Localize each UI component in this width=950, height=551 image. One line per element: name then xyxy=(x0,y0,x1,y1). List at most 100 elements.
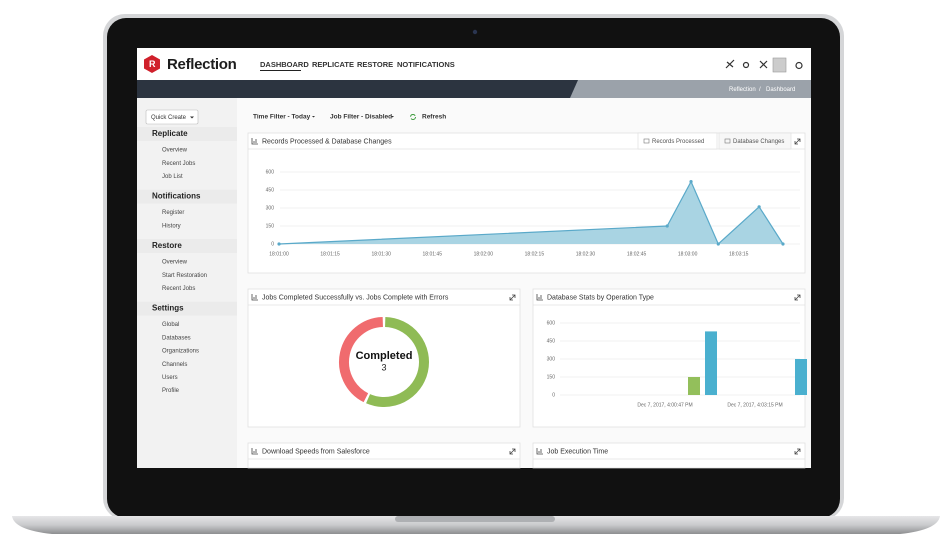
x-tick-label: 18:03:00 xyxy=(678,251,698,257)
expand-icon[interactable] xyxy=(509,294,516,301)
point xyxy=(716,242,720,246)
menu-item[interactable]: Recent Jobs xyxy=(162,286,195,292)
caret xyxy=(190,116,194,119)
panel-icon xyxy=(536,294,543,301)
x-tick-label: 18:02:15 xyxy=(525,251,545,257)
x-tick-label: Dec 7, 2017, 4:03:15 PM xyxy=(727,402,782,408)
bar xyxy=(688,377,700,395)
nav-link[interactable]: REPLICATE xyxy=(312,60,354,69)
panel-title: Records Processed & Database Changes xyxy=(262,138,392,145)
quick-create-button[interactable] xyxy=(145,109,199,125)
tab[interactable] xyxy=(718,132,792,150)
section-title: Notifications xyxy=(152,192,201,201)
laptop-base xyxy=(12,516,940,534)
expand-icon[interactable] xyxy=(794,138,801,145)
point xyxy=(665,224,669,228)
y-tick-label: 450 xyxy=(547,338,556,344)
menu-item[interactable]: Start Restoration xyxy=(162,273,207,279)
panel-title: Job Execution Time xyxy=(547,448,608,455)
panel-title: Jobs Completed Successfully vs. Jobs Com… xyxy=(262,294,449,301)
breadcrumb-item[interactable]: Reflection xyxy=(729,87,756,93)
icon-mute[interactable] xyxy=(725,59,735,69)
menu-item[interactable]: Job List xyxy=(162,174,183,180)
point xyxy=(781,242,785,246)
panel xyxy=(247,442,521,469)
refresh[interactable]: Refresh xyxy=(422,114,446,121)
panel-icon xyxy=(251,294,258,301)
icon-settings[interactable] xyxy=(742,61,750,69)
breadcrumb-item: Dashboard xyxy=(766,87,795,93)
notch xyxy=(395,516,555,522)
x-tick-label: 18:01:15 xyxy=(320,251,340,257)
caret xyxy=(312,116,315,118)
icon-fullscreen[interactable] xyxy=(759,60,768,69)
expand-icon[interactable] xyxy=(794,448,801,455)
y-tick-label: 450 xyxy=(266,187,275,193)
donut-segment xyxy=(339,317,384,403)
breadcrumb-bg xyxy=(570,80,811,98)
tab-icon xyxy=(724,138,731,144)
x-tick-label: 18:01:30 xyxy=(371,251,391,257)
y-tick-label: 600 xyxy=(547,320,556,326)
tab[interactable] xyxy=(637,132,718,150)
section-title: Settings xyxy=(152,304,184,313)
tab-icon xyxy=(643,138,650,144)
menu-item[interactable]: Users xyxy=(162,375,178,381)
expand-icon[interactable] xyxy=(794,294,801,301)
section-header-bg xyxy=(137,301,237,316)
caret xyxy=(391,116,394,118)
camera xyxy=(472,29,478,35)
menu-item[interactable]: Global xyxy=(162,322,179,328)
center-value: 3 xyxy=(381,362,386,372)
y-tick-label: 300 xyxy=(266,205,275,211)
menu-item[interactable]: Recent Jobs xyxy=(162,161,195,167)
menu-item[interactable]: Profile xyxy=(162,388,180,394)
avatar[interactable] xyxy=(772,57,787,73)
donut-segment xyxy=(366,317,429,407)
x-tick-label: 18:02:45 xyxy=(627,251,647,257)
y-tick-label: 600 xyxy=(266,169,275,175)
x-tick-label: Dec 7, 2017, 4:00:47 PM xyxy=(637,402,692,408)
breadcrumb-separator: / xyxy=(759,87,761,93)
x-tick-label: 18:02:00 xyxy=(474,251,494,257)
menu-item[interactable]: History xyxy=(162,223,181,229)
panel xyxy=(532,288,806,428)
expand-icon[interactable] xyxy=(509,448,516,455)
tab-label: Database Changes xyxy=(733,139,784,145)
menu-item[interactable]: Organizations xyxy=(162,349,199,355)
logo-icon xyxy=(144,55,160,73)
point xyxy=(757,205,761,209)
section-header-bg xyxy=(137,239,237,253)
time-filter[interactable]: Time Filter - Today xyxy=(253,114,311,121)
center-label: Completed xyxy=(356,350,413,362)
quick-create-label: Quick Create xyxy=(151,115,187,121)
logo-letter: R xyxy=(149,59,156,69)
panel-title: Database Stats by Operation Type xyxy=(547,294,654,301)
header xyxy=(137,48,811,80)
section-header-bg xyxy=(137,127,237,141)
x-tick-label: 18:01:45 xyxy=(423,251,443,257)
job-filter[interactable]: Job Filter - Disabled xyxy=(330,114,392,121)
panel-icon xyxy=(251,138,258,145)
icon-power[interactable] xyxy=(795,61,803,70)
y-tick-label: 300 xyxy=(547,356,556,362)
menu-item[interactable]: Overview xyxy=(162,148,188,154)
menu-item[interactable]: Overview xyxy=(162,260,188,266)
x-tick-label: 18:01:00 xyxy=(269,251,289,257)
menu-item[interactable]: Databases xyxy=(162,335,191,341)
section-title: Replicate xyxy=(152,129,188,138)
nav-link[interactable]: RESTORE xyxy=(357,60,393,69)
menu-item[interactable]: Channels xyxy=(162,362,187,368)
bar xyxy=(705,331,717,395)
panel-icon xyxy=(536,448,543,455)
sidebar xyxy=(137,98,237,468)
nav-link[interactable]: NOTIFICATIONS xyxy=(397,60,455,69)
y-tick-label: 0 xyxy=(271,241,274,247)
panel xyxy=(532,442,806,469)
y-tick-label: 0 xyxy=(552,392,555,398)
nav-link[interactable]: DASHBOARD xyxy=(260,60,309,69)
menu-item[interactable]: Register xyxy=(162,210,184,216)
x-tick-label: 18:03:15 xyxy=(729,251,749,257)
point xyxy=(277,242,281,246)
